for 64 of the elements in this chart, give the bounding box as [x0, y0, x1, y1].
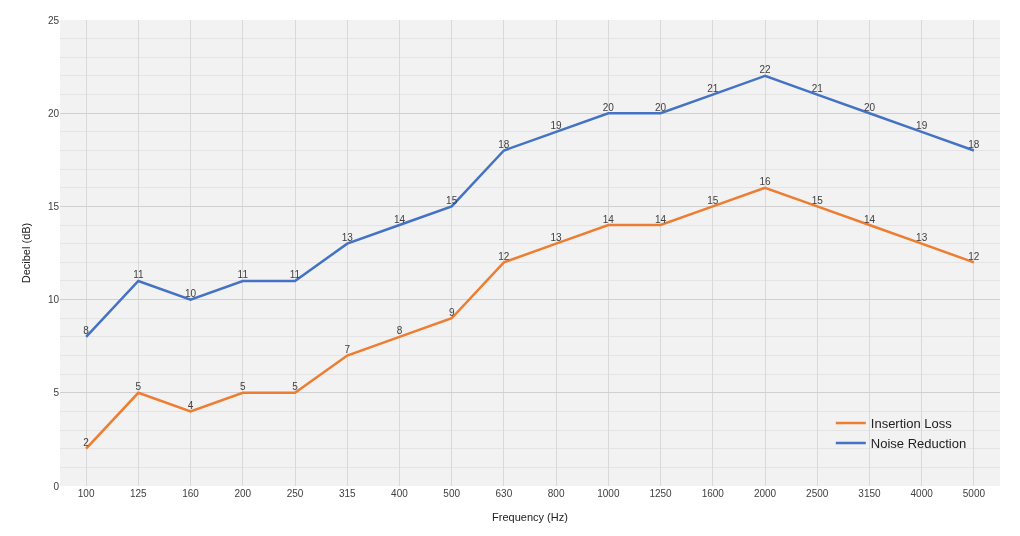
x-tick-label: 800 — [547, 488, 565, 499]
x-tick-label: 4000 — [910, 488, 934, 499]
data-label: 10 — [185, 288, 197, 300]
data-label: 8 — [396, 325, 403, 337]
data-label: 19 — [916, 120, 928, 132]
data-label: 21 — [811, 83, 824, 95]
data-label: 13 — [341, 232, 354, 244]
data-label: 20 — [602, 101, 615, 113]
y-tick-label: 0 — [53, 480, 60, 492]
x-tick-label: 1600 — [701, 488, 725, 499]
data-label: 11 — [237, 269, 249, 281]
x-tick-label: 5000 — [962, 488, 986, 499]
x-tick-label: 160 — [182, 488, 200, 499]
y-tick-label: 10 — [47, 294, 60, 306]
data-label: 9 — [448, 306, 455, 318]
y-tick-label: 25 — [47, 14, 60, 26]
data-label: 2 — [83, 437, 90, 449]
x-tick-label: 1000 — [597, 488, 620, 499]
x-tick-label: 250 — [286, 488, 304, 499]
data-label: 14 — [393, 213, 406, 225]
data-label: 5 — [292, 381, 299, 393]
y-tick-label: 15 — [47, 200, 60, 212]
data-label: 11 — [289, 269, 301, 281]
data-label: 5 — [240, 381, 246, 393]
data-label: 15 — [446, 194, 458, 206]
data-label: 22 — [759, 64, 771, 76]
legend-label: Noise Reduction — [870, 435, 967, 451]
data-label: 18 — [498, 138, 510, 150]
y-axis-title: Decibel (dB) — [19, 222, 32, 284]
data-label: 20 — [655, 101, 667, 113]
data-label: 13 — [916, 232, 928, 244]
x-tick-label: 500 — [443, 488, 461, 499]
data-label: 11 — [133, 269, 144, 281]
x-axis-title: Frequency (Hz) — [492, 511, 568, 524]
x-tick-label: 400 — [391, 488, 409, 499]
data-label: 20 — [863, 101, 876, 113]
x-tick-label: 125 — [129, 488, 148, 499]
y-tick-label: 20 — [47, 107, 60, 119]
data-label: 15 — [707, 194, 719, 206]
data-label: 19 — [550, 120, 563, 132]
legend-label: Insertion Loss — [870, 416, 953, 432]
x-tick-label: 2000 — [753, 488, 777, 499]
x-tick-label: 3150 — [858, 488, 881, 499]
data-label: 5 — [135, 381, 142, 393]
x-tick-label: 630 — [495, 488, 513, 499]
data-label: 14 — [602, 213, 615, 225]
x-tick-label: 315 — [338, 488, 356, 499]
data-label: 12 — [968, 250, 980, 262]
data-label: 16 — [759, 176, 771, 188]
data-label: 12 — [498, 250, 510, 262]
data-label: 4 — [187, 399, 194, 411]
data-label: 15 — [811, 194, 824, 206]
x-tick-label: 1250 — [649, 488, 673, 499]
data-label: 13 — [550, 232, 563, 244]
data-label: 21 — [707, 83, 719, 95]
data-label: 18 — [968, 138, 980, 150]
x-tick-label: 2500 — [806, 488, 829, 499]
x-tick-label: 200 — [234, 488, 252, 499]
data-label: 8 — [83, 325, 90, 337]
data-label: 14 — [863, 213, 876, 225]
x-tick-label: 100 — [77, 488, 95, 499]
y-tick-label: 5 — [53, 387, 60, 399]
data-label: 7 — [344, 344, 351, 356]
data-label: 14 — [655, 213, 667, 225]
